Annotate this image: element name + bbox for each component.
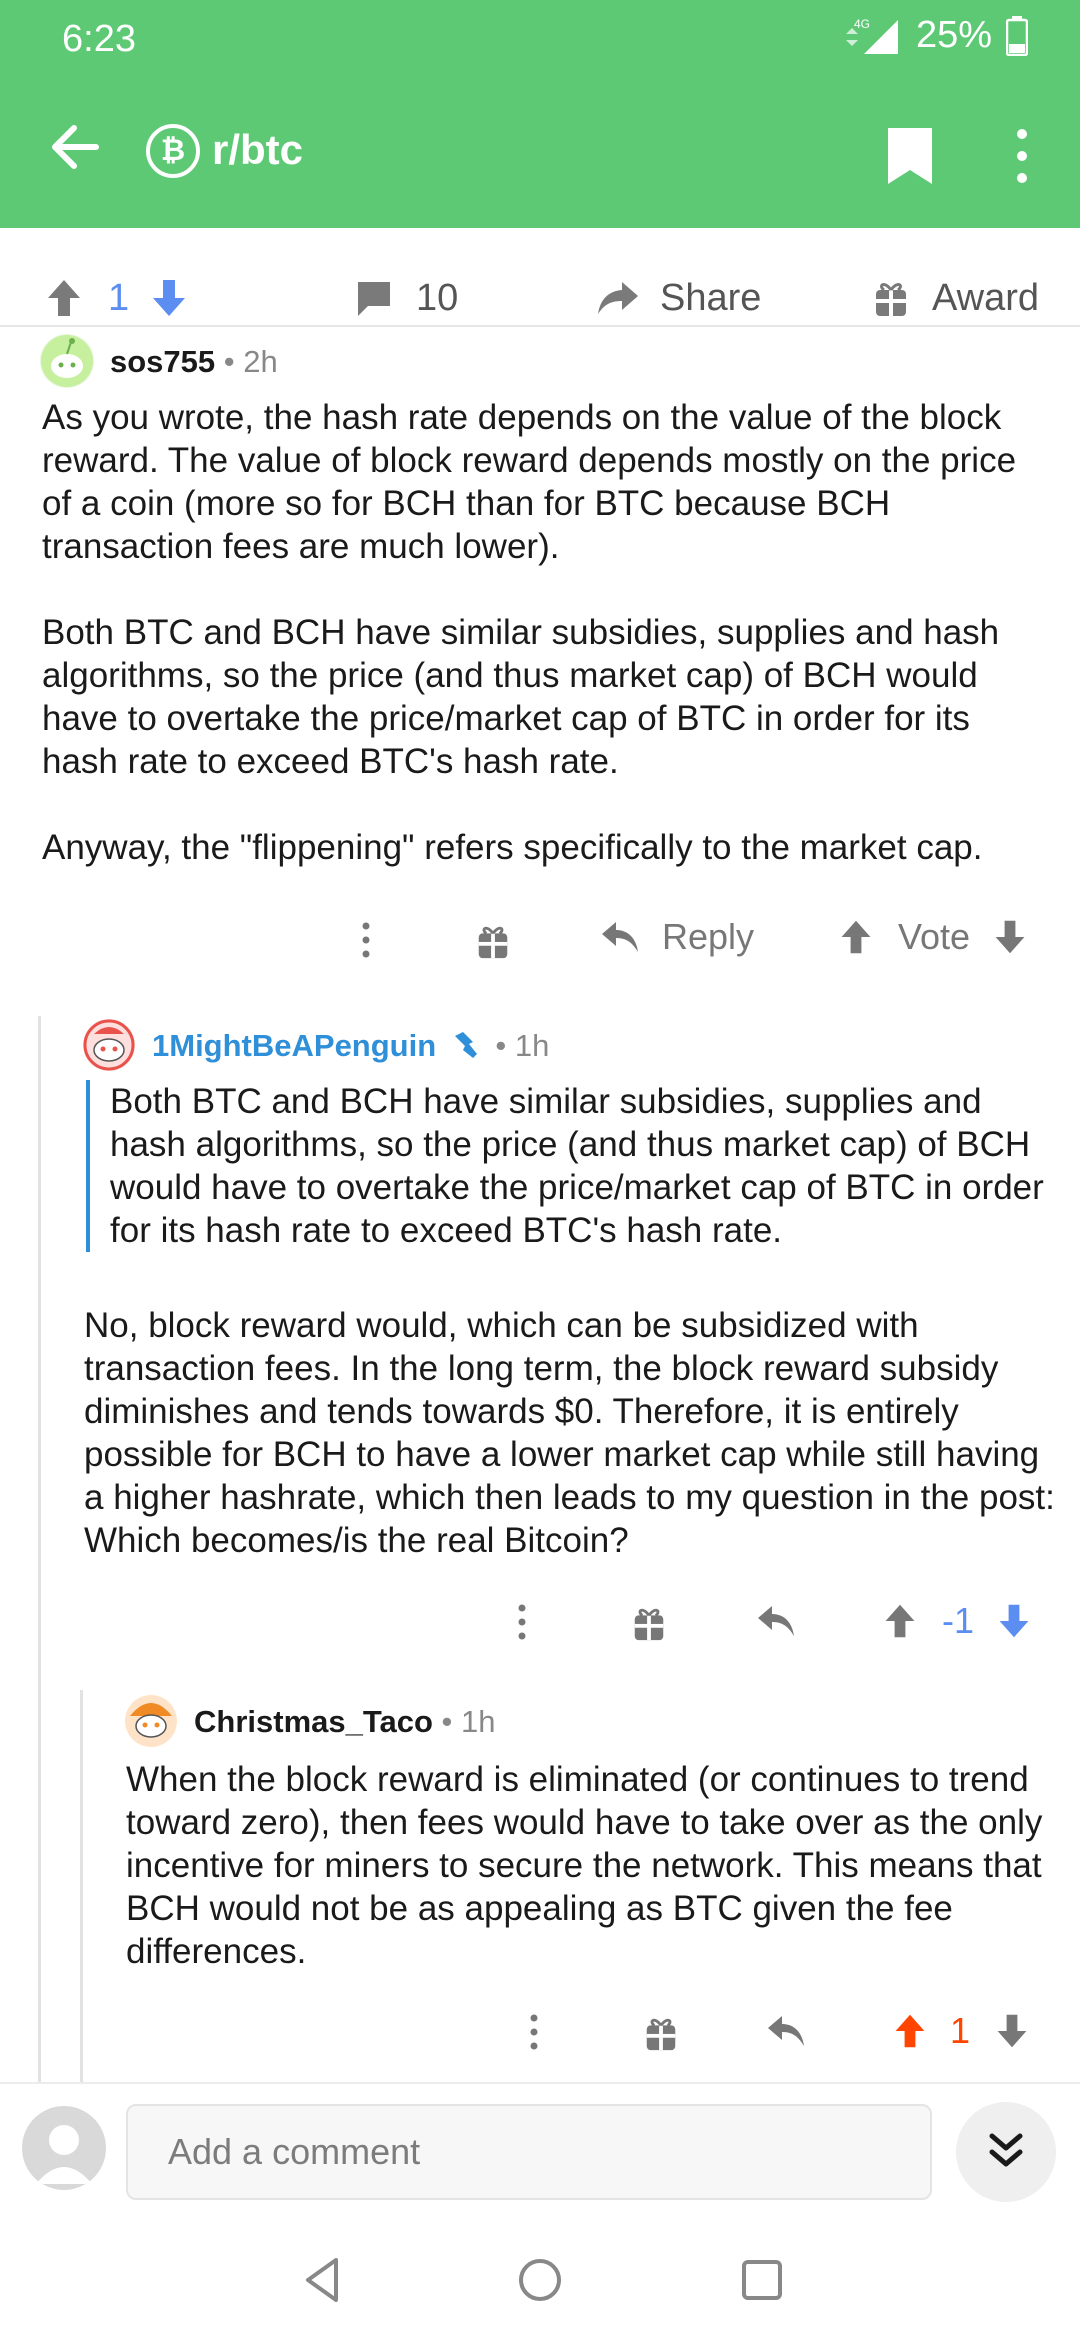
post-action-bar: 1 10 Share Award — [0, 270, 1080, 326]
vote-label: Vote — [898, 916, 971, 957]
user-avatar[interactable] — [22, 2106, 106, 2190]
reply-button[interactable] — [756, 1602, 796, 1640]
vote-group: 1 — [892, 2010, 1030, 2052]
username[interactable]: Christmas_Taco — [194, 1704, 433, 1739]
comment-count: 10 — [416, 276, 459, 319]
reply-icon — [758, 1606, 794, 1636]
reply-button[interactable]: Reply — [600, 916, 754, 958]
award-button[interactable] — [644, 2014, 678, 2052]
snoo-avatar-icon — [125, 1695, 177, 1747]
avatar[interactable] — [82, 1018, 136, 1072]
more-vertical-icon[interactable] — [1000, 124, 1040, 188]
comment-author[interactable]: 1MightBeAPenguin • 1h — [152, 1028, 549, 1064]
comments-button[interactable]: 10 — [354, 270, 458, 326]
bookmark-icon[interactable] — [880, 124, 940, 188]
nav-recents-icon[interactable] — [730, 2248, 794, 2312]
status-time: 6:23 — [62, 18, 136, 60]
reply-icon — [602, 922, 638, 952]
downvote-icon[interactable] — [992, 917, 1028, 957]
comment-score: -1 — [942, 1600, 975, 1641]
more-vertical-icon — [362, 922, 370, 958]
comment-paragraph: Both BTC and BCH have similar subsidies,… — [42, 613, 1000, 781]
comment-input[interactable]: Add a comment — [126, 2104, 932, 2200]
system-nav-bar — [0, 2222, 1080, 2340]
back-button[interactable] — [40, 112, 110, 182]
vote-group: -1 — [882, 1600, 1032, 1642]
more-vertical-icon — [530, 2014, 538, 2050]
double-chevron-down-icon — [989, 2133, 1023, 2167]
upvote-icon[interactable] — [44, 276, 84, 320]
gift-icon — [634, 1608, 664, 1641]
upvote-icon[interactable] — [882, 1601, 918, 1641]
more-options-button[interactable] — [356, 920, 376, 960]
comment-time: 1h — [461, 1704, 496, 1739]
thread-line[interactable] — [38, 1016, 41, 2082]
username[interactable]: 1MightBeAPenguin — [152, 1028, 437, 1063]
comment-time: 1h — [514, 1028, 550, 1063]
collapse-comments-button[interactable] — [956, 2102, 1056, 2202]
comment-icon — [358, 282, 390, 316]
reply-button[interactable] — [766, 2012, 806, 2050]
comment-author[interactable]: sos755 • 2h — [110, 344, 278, 380]
comment-body: When the block reward is eliminated (or … — [126, 1758, 1062, 1973]
username[interactable]: sos755 — [110, 344, 216, 379]
share-label: Share — [660, 276, 762, 319]
comment-time: 2h — [243, 344, 278, 379]
thread-line[interactable] — [80, 1690, 83, 2082]
signal-icon: 4G — [845, 17, 898, 54]
award-button[interactable] — [476, 922, 510, 960]
reply-icon — [768, 2016, 804, 2046]
battery-percent: 25% — [915, 14, 992, 56]
upvote-icon[interactable] — [838, 917, 874, 957]
snoo-avatar-icon — [83, 1019, 135, 1071]
moderator-wrench-icon — [454, 1032, 477, 1058]
snoo-avatar-icon — [41, 335, 93, 387]
subreddit-icon[interactable]: ₿ — [146, 124, 200, 178]
block-quote: Both BTC and BCH have similar subsidies,… — [86, 1080, 1056, 1252]
comment-composer: Add a comment — [0, 2082, 1080, 2222]
default-avatar-icon — [36, 2125, 92, 2184]
comment-author[interactable]: Christmas_Taco • 1h — [194, 1704, 495, 1740]
nav-back-icon[interactable] — [292, 2248, 356, 2312]
gift-icon — [876, 283, 906, 316]
downvote-icon[interactable] — [149, 276, 189, 320]
award-button[interactable] — [632, 1604, 666, 1642]
comment-paragraph: When the block reward is eliminated (or … — [126, 1760, 1043, 1971]
downvote-icon[interactable] — [996, 1601, 1032, 1641]
comment-paragraph: As you wrote, the hash rate depends on t… — [42, 398, 1017, 566]
comment-paragraph: Anyway, the "flippening" refers specific… — [42, 828, 983, 867]
reply-label: Reply — [662, 916, 755, 957]
award-label: Award — [932, 276, 1040, 319]
comment-body: As you wrote, the hash rate depends on t… — [42, 396, 1052, 869]
more-options-button[interactable] — [512, 1602, 532, 1642]
app-header: 6:23 4G 25% ₿ r/btc — [0, 0, 1080, 228]
separator-dot: • — [441, 1704, 461, 1739]
post-vote-group: 1 — [44, 270, 189, 326]
share-icon — [598, 282, 638, 314]
upvote-icon[interactable] — [892, 2011, 928, 2051]
post-score: 1 — [108, 276, 130, 319]
gift-icon — [646, 2018, 676, 2051]
comment-score: 1 — [950, 2010, 971, 2051]
nav-home-icon[interactable] — [508, 2248, 572, 2312]
battery-icon — [1006, 15, 1028, 56]
downvote-icon[interactable] — [994, 2011, 1030, 2051]
comment-body: No, block reward would, which can be sub… — [84, 1304, 1060, 1562]
avatar[interactable] — [40, 334, 94, 388]
share-button[interactable]: Share — [596, 270, 761, 326]
vote-group: Vote — [838, 916, 1028, 958]
avatar[interactable] — [124, 1694, 178, 1748]
award-button[interactable]: Award — [874, 270, 1039, 326]
divider — [0, 325, 1080, 327]
separator-dot: • — [495, 1028, 515, 1063]
subreddit-name[interactable]: r/btc — [212, 126, 304, 173]
more-vertical-icon — [518, 1604, 526, 1640]
separator-dot: • — [223, 344, 244, 379]
status-icons: 4G 25% — [840, 14, 1028, 57]
comment-paragraph: No, block reward would, which can be sub… — [84, 1306, 1055, 1560]
more-options-button[interactable] — [524, 2012, 544, 2052]
gift-icon — [478, 926, 508, 959]
network-type: 4G — [854, 17, 870, 31]
